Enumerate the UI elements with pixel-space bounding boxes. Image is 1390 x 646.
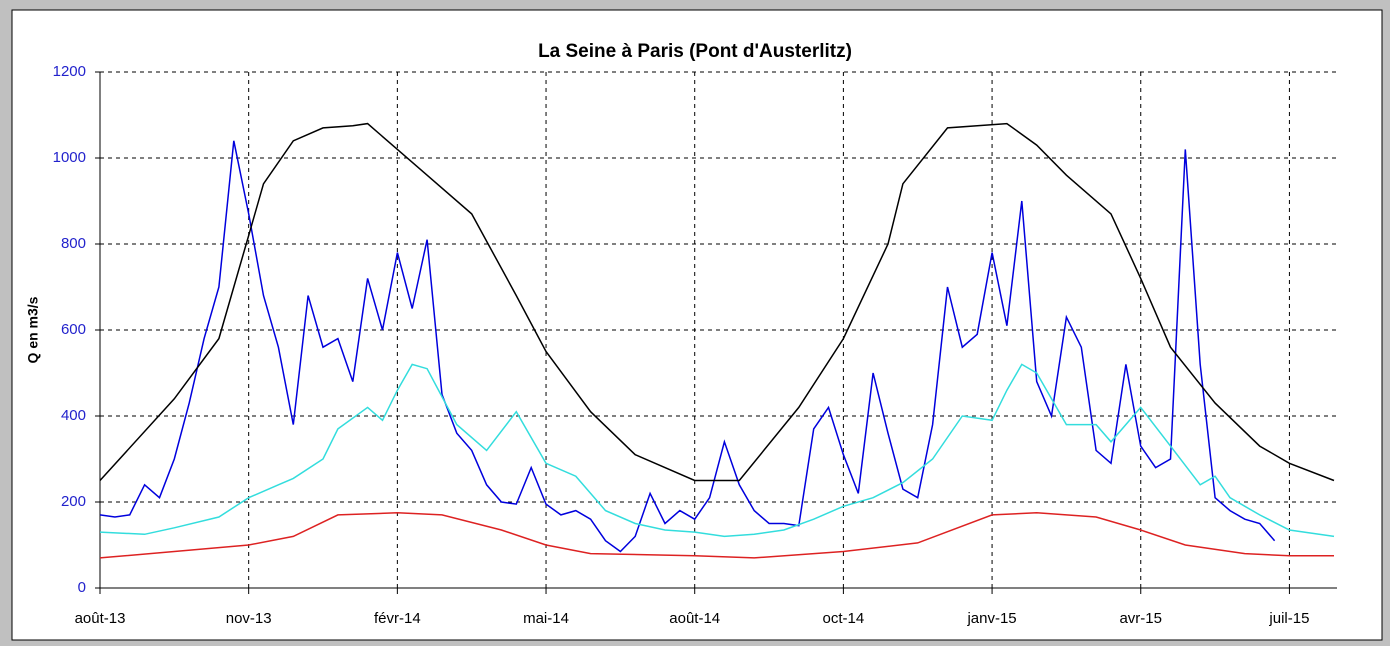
- x-tick-label: nov-13: [226, 610, 272, 627]
- y-tick-label: 400: [61, 407, 86, 424]
- line-series: [99, 363, 1335, 538]
- x-tick-label: juil-15: [1268, 610, 1309, 627]
- x-tick-label: oct-14: [823, 610, 865, 627]
- y-tick-label: 600: [61, 321, 86, 338]
- y-tick-label: 0: [78, 579, 86, 596]
- y-tick-label: 200: [61, 493, 86, 510]
- y-axis-label: Q en m3/s: [25, 296, 41, 363]
- x-tick-label: févr-14: [374, 610, 421, 627]
- x-tick-label: août-13: [75, 610, 126, 627]
- x-tick-label: avr-15: [1119, 610, 1162, 627]
- y-tick-label: 800: [61, 235, 86, 252]
- line-series: [99, 122, 1335, 482]
- line-series: [99, 512, 1334, 559]
- x-tick-label: mai-14: [523, 610, 569, 627]
- x-tick-label: janv-15: [966, 610, 1016, 627]
- line-series: [99, 140, 1276, 553]
- x-tick-label: août-14: [669, 610, 720, 627]
- y-tick-label: 1000: [53, 149, 86, 166]
- chart-title: La Seine à Paris (Pont d'Austerlitz): [538, 41, 852, 62]
- y-tick-label: 1200: [53, 63, 86, 80]
